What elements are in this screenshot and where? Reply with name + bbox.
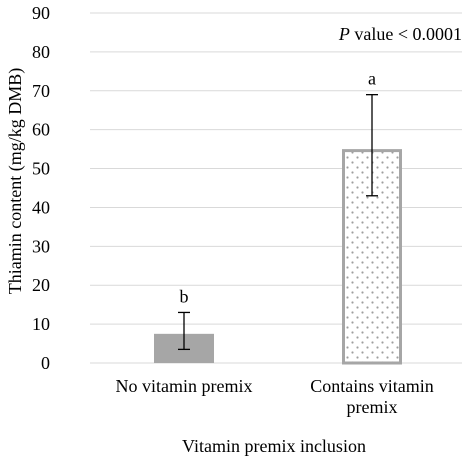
y-tick-label-70: 70 [32,81,50,101]
y-tick-label-40: 40 [32,197,50,217]
y-tick-label-20: 20 [32,275,50,295]
y-tick-label-0: 0 [41,353,50,373]
y-tick-label-50: 50 [32,159,50,179]
y-tick-label-30: 30 [32,236,50,256]
y-tick-label-10: 10 [32,314,50,334]
significance-letter-1: b [180,286,189,306]
x-tick-label-2-line-2: premix [347,397,398,417]
p-value-italic: P [338,24,350,44]
y-tick-label-90: 90 [32,3,50,23]
error-bar-2 [366,94,378,197]
significance-letters: ba [180,69,377,307]
y-tick-labels: 0 10 20 30 40 50 60 70 80 90 [32,3,50,373]
error-bars [178,94,378,351]
significance-letter-2: a [368,69,376,89]
y-tick-label-60: 60 [32,120,50,140]
x-axis-title: Vitamin premix inclusion [182,436,366,456]
gridlines [90,12,462,364]
p-value-annotation: P value < 0.0001 [338,24,462,44]
error-bar-1 [178,311,190,351]
x-tick-label-1-line-1: No vitamin premix [116,376,253,396]
bar-2 [342,149,402,365]
p-value-text: value < 0.0001 [350,24,462,44]
bars [154,149,402,365]
y-tick-label-80: 80 [32,42,50,62]
y-axis-title: Thiamin content (mg/kg DMB) [5,68,26,294]
x-tick-label-2-line-1: Contains vitamin [310,376,434,396]
